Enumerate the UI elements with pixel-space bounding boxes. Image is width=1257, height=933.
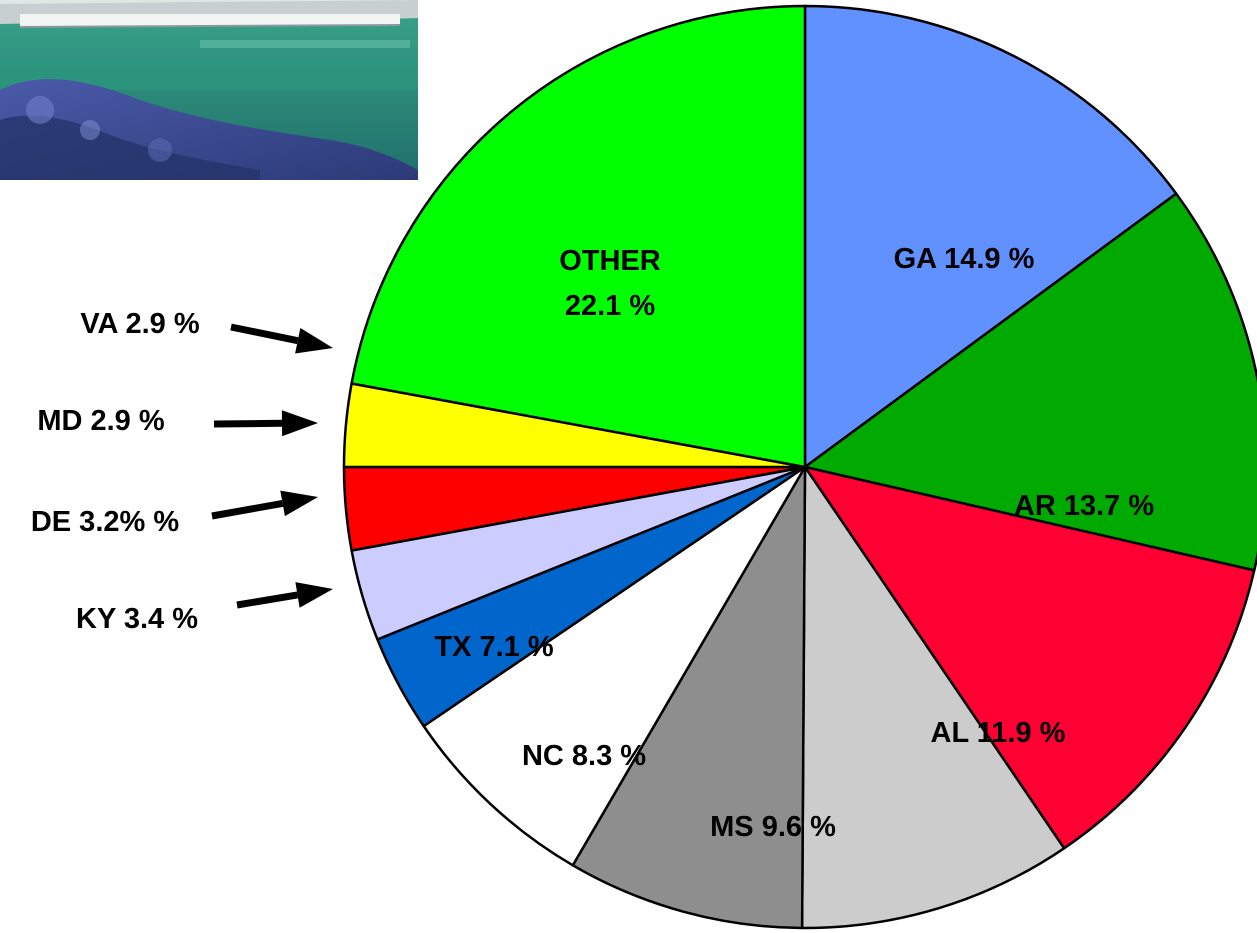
slice-label-tx: TX 7.1 % — [434, 631, 553, 663]
slice-label-other: OTHER 22.1 % — [559, 245, 661, 322]
pie-slice-tx — [422, 465, 807, 867]
slice-label-md: MD 2.9 % — [37, 405, 165, 437]
slice-label-ar: AR 13.7 % — [1014, 490, 1154, 522]
slice-label-nc: NC 8.3 % — [522, 740, 646, 772]
pie-slice-ga — [803, 4, 1178, 469]
arrow-va-icon — [230, 323, 333, 354]
arrow-md-icon — [213, 410, 318, 437]
farm-photo-icon — [0, 0, 418, 180]
callout-arrows — [211, 323, 333, 609]
arrow-ky-icon — [236, 582, 333, 609]
pie-slice-al — [803, 465, 1256, 850]
pie-slice-ar — [803, 192, 1257, 572]
slice-label-ga: GA 14.9 % — [894, 243, 1035, 275]
slice-label-ms: MS 9.6 % — [710, 811, 836, 843]
pie-slices — [342, 4, 1257, 930]
slice-label-ky: KY 3.4 % — [76, 603, 198, 635]
farm-photo — [0, 0, 418, 180]
slice-label-va: VA 2.9 % — [80, 308, 199, 340]
pie-slice-nc — [571, 465, 807, 930]
pie-slice-ms — [800, 465, 1066, 930]
pie-labels: GA 14.9 % AR 13.7 % AL 11.9 % MS 9.6 % NC 8.… — [31, 243, 1154, 843]
pie-slice-other — [350, 4, 807, 469]
slice-label-de: DE 3.2% % — [31, 506, 179, 538]
arrow-de-icon — [211, 490, 318, 520]
slice-label-al: AL 11.9 % — [931, 717, 1066, 749]
